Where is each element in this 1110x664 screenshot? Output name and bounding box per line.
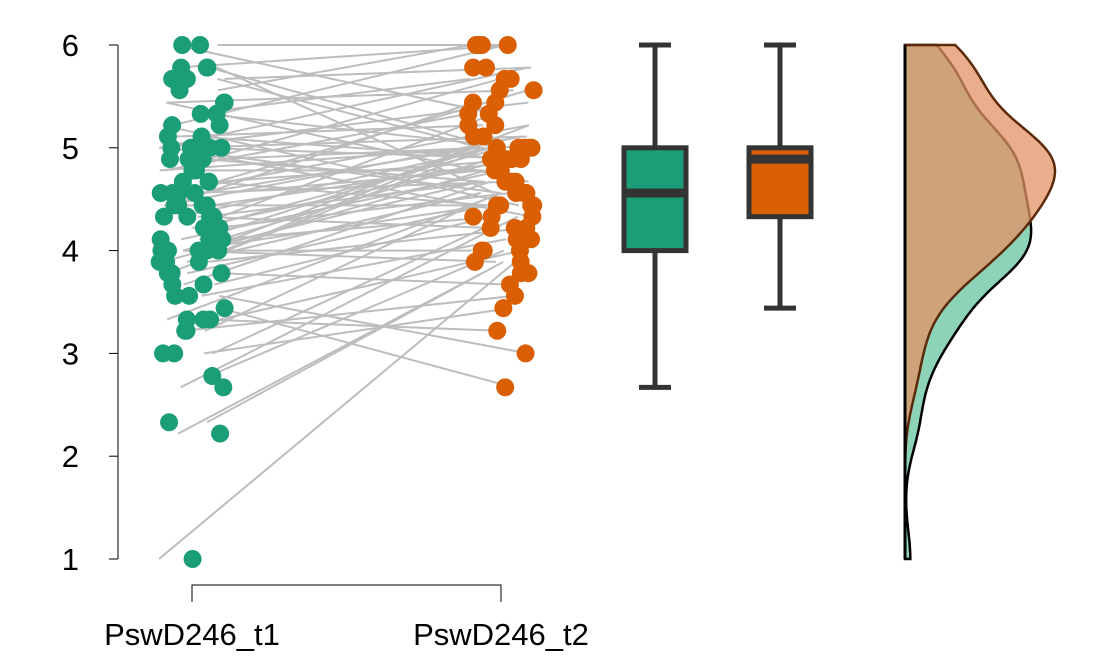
data-point bbox=[180, 286, 199, 305]
box-iqr bbox=[621, 145, 689, 254]
paired-line bbox=[218, 215, 499, 241]
paired-line bbox=[217, 77, 526, 161]
data-point bbox=[465, 252, 484, 271]
data-point bbox=[194, 275, 213, 294]
data-point bbox=[191, 36, 210, 54]
paired-line bbox=[175, 44, 517, 69]
data-point bbox=[522, 138, 541, 157]
data-point bbox=[464, 207, 483, 226]
x-axis: PswD246_t1 PswD246_t2 bbox=[104, 584, 589, 652]
data-point bbox=[511, 264, 530, 283]
data-point bbox=[191, 104, 210, 123]
data-point bbox=[215, 299, 234, 318]
data-point bbox=[189, 252, 208, 271]
paired-line bbox=[162, 124, 520, 207]
paired-line bbox=[192, 180, 480, 252]
data-point bbox=[203, 367, 222, 386]
data-point bbox=[197, 58, 216, 77]
paired-line bbox=[219, 294, 529, 355]
paired-line bbox=[204, 307, 511, 355]
paired-line bbox=[176, 124, 483, 138]
paired-line bbox=[174, 44, 495, 115]
y-tick-label: 4 bbox=[62, 234, 79, 269]
data-point bbox=[165, 344, 184, 363]
data-point bbox=[212, 264, 231, 283]
paired-lines bbox=[158, 44, 533, 560]
paired-line bbox=[172, 44, 506, 127]
paired-line bbox=[183, 294, 515, 332]
paired-line bbox=[197, 215, 492, 229]
paired-line bbox=[207, 226, 527, 263]
paired-line bbox=[219, 307, 514, 389]
data-point bbox=[516, 344, 535, 363]
paired-line bbox=[201, 238, 507, 297]
data-point bbox=[476, 58, 495, 77]
paired-line bbox=[216, 66, 495, 194]
data-point bbox=[165, 196, 184, 215]
paired-line bbox=[209, 66, 496, 149]
data-point bbox=[481, 218, 500, 237]
data-point bbox=[505, 286, 524, 305]
data-point bbox=[496, 378, 515, 397]
data-point bbox=[170, 81, 189, 100]
data-point bbox=[474, 127, 493, 146]
boxplots bbox=[621, 42, 814, 390]
data-point bbox=[210, 116, 229, 135]
paired-line bbox=[171, 146, 533, 218]
data-point bbox=[464, 58, 483, 77]
paired-line bbox=[183, 249, 497, 263]
data-point bbox=[166, 286, 185, 305]
data-point bbox=[183, 550, 202, 568]
paired-line bbox=[220, 112, 495, 218]
y-tick-label: 5 bbox=[62, 131, 79, 166]
paired-line bbox=[220, 272, 505, 286]
x-category-label: PswD246_t1 bbox=[104, 617, 280, 652]
paired-line bbox=[159, 146, 485, 172]
data-point bbox=[524, 81, 543, 100]
data-point bbox=[209, 241, 228, 260]
y-tick-label: 2 bbox=[62, 439, 79, 474]
paired-line bbox=[185, 204, 487, 252]
paired-line bbox=[166, 101, 529, 183]
data-point bbox=[488, 321, 507, 340]
data-point bbox=[214, 378, 233, 397]
data-point bbox=[177, 321, 196, 340]
data-point bbox=[201, 310, 220, 329]
paired-line bbox=[204, 318, 499, 332]
data-point bbox=[160, 150, 179, 169]
paired-line bbox=[158, 249, 530, 560]
data-point bbox=[494, 299, 513, 318]
data-point bbox=[486, 116, 505, 135]
data-point bbox=[522, 230, 541, 249]
paired-line bbox=[209, 180, 487, 207]
paired-line bbox=[187, 204, 488, 275]
paired-line bbox=[206, 261, 504, 424]
data-point bbox=[154, 207, 173, 226]
x-category-label: PswD246_t2 bbox=[413, 617, 589, 652]
data-point bbox=[498, 36, 517, 54]
paired-line bbox=[189, 180, 508, 195]
paired-line bbox=[196, 135, 513, 161]
data-point bbox=[470, 36, 489, 54]
y-tick-label: 6 bbox=[62, 28, 79, 63]
data-point bbox=[173, 36, 192, 54]
y-axis: 1 2 3 4 5 6 bbox=[62, 28, 119, 577]
data-points bbox=[150, 36, 543, 568]
data-point bbox=[199, 172, 218, 191]
x-axis-line bbox=[191, 584, 502, 602]
data-point bbox=[211, 424, 230, 443]
paired-line bbox=[215, 192, 511, 229]
paired-line bbox=[211, 158, 527, 207]
y-tick-label: 3 bbox=[62, 336, 79, 371]
data-point bbox=[160, 413, 179, 432]
density-clouds bbox=[903, 43, 1057, 561]
paired-line bbox=[163, 112, 469, 172]
data-point bbox=[212, 138, 231, 157]
paired-line bbox=[180, 215, 519, 389]
y-tick-label: 1 bbox=[62, 542, 79, 577]
data-point bbox=[178, 207, 197, 226]
